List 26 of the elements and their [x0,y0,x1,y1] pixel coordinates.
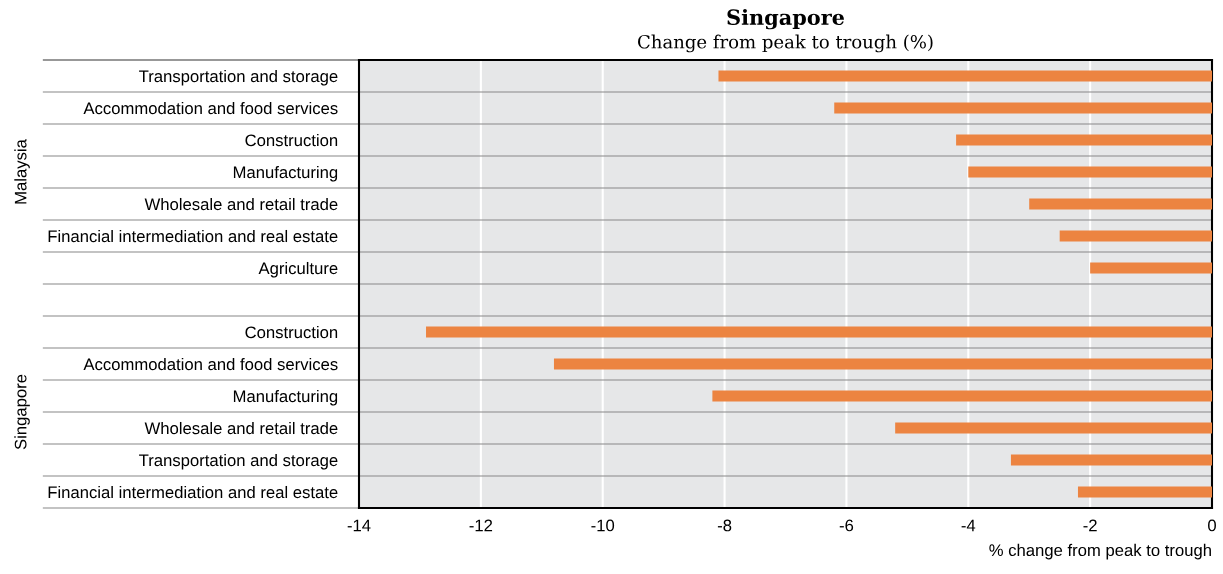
y-tick-label: Manufacturing [233,165,338,182]
y-tick-label: Manufacturing [233,389,338,406]
y-tick-label: Accommodation and food services [83,357,338,371]
chart-subtitle: Change from peak to trough (%) [638,34,933,53]
x-tick-label: -6 [839,519,854,532]
x-tick-label: -2 [1083,519,1097,532]
y-tick-label: Financial intermediation and real estate [48,485,338,499]
y-tick-label: Construction [245,133,338,147]
x-tick-label: -14 [347,519,371,532]
y-tick-label: Agriculture [258,261,338,278]
y-tick-label: Wholesale and retail trade [144,421,338,435]
x-tick-label: -4 [961,519,976,532]
x-tick-label: 0 [1208,519,1216,532]
y-tick-label: Transportation and storage [139,453,338,470]
y-tick-label: Accommodation and food services [83,101,338,115]
x-tick-label: -12 [469,519,493,532]
y-tick-label: Transportation and storage [139,69,338,86]
x-tick-label: -10 [591,519,615,532]
y-tick-label: Construction [245,325,338,339]
x-axis-title: % change from peak to trough [989,543,1211,560]
y-tick-label: Wholesale and retail trade [144,197,338,211]
x-tick-label: -8 [717,519,732,532]
y-tick-label: Financial intermediation and real estate [48,229,338,243]
chart-title: Singapore [727,8,844,30]
text: Singapore [14,374,30,450]
text: Malaysia [14,139,30,204]
